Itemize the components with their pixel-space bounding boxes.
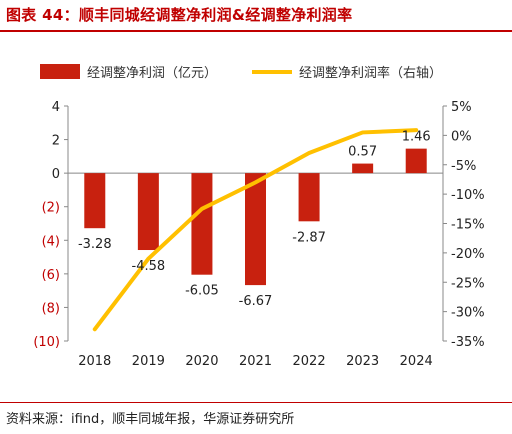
x-axis-tick-label: 2018 [78,354,111,369]
right-axis-tick-label: -15% [451,218,485,233]
bar-data-label: -6.05 [185,284,219,299]
bar [405,148,427,174]
left-axis-tick-label: (10) [33,335,60,350]
left-axis-tick-label: (4) [42,234,60,249]
bar [137,173,159,251]
bar [298,173,320,222]
right-axis-tick-label: -10% [451,188,485,203]
x-axis-tick-label: 2020 [185,354,218,369]
x-axis-tick-label: 2022 [293,354,326,369]
margin-line [92,128,419,332]
left-axis-tick-label: 0 [52,167,60,182]
left-axis-tick-label: (6) [42,268,60,283]
x-axis-tick-label: 2024 [400,354,433,369]
source-note: 资料来源：ifind，顺丰同城年报，华源证券研究所 [6,412,295,427]
left-axis-tick-label: 2 [52,134,60,149]
bar-data-label: -4.58 [132,259,166,274]
title-divider [0,30,512,32]
bar-data-label: -6.67 [239,294,273,309]
legend-bar-label: 经调整净利润（亿元） [87,66,217,81]
right-axis-tick-label: -25% [451,276,485,291]
right-axis-tick-label: -35% [451,335,485,350]
x-axis-tick-label: 2019 [132,354,165,369]
bar [84,173,106,229]
x-axis-tick-label: 2023 [346,354,379,369]
bar-data-label: 1.46 [402,130,431,145]
bar [191,173,213,275]
left-axis-tick-label: 4 [52,100,60,115]
footer-divider [0,402,512,403]
chart: 经调整净利润（亿元） 经调整净利润率（右轴） 4 2 0 (2) (4) (6) (8) (10)… [33,64,485,369]
chart-title: 图表 44：顺丰同城经调整净利润&经调整净利润率 [6,6,353,24]
legend-bar-swatch [40,64,80,79]
left-axis-tick-label: (8) [42,301,60,316]
right-axis-tick-label: 0% [451,129,472,144]
chart-title-row: 图表 44：顺丰同城经调整净利润&经调整净利润率 [6,4,506,28]
bar-data-label: 0.57 [348,145,377,160]
bar-data-label: -2.87 [292,230,326,245]
right-axis-tick-label: -20% [451,247,485,262]
bar-data-label: -3.28 [78,237,112,252]
right-axis-tick-label: -5% [451,159,476,174]
right-axis-tick-label: -30% [451,306,485,321]
left-axis-tick-label: (2) [42,201,60,216]
bar [352,163,374,174]
right-axis-tick-label: 5% [451,100,472,115]
legend-line-label: 经调整净利润率（右轴） [299,65,442,81]
bar [245,173,266,286]
x-axis-tick-label: 2021 [239,354,272,369]
